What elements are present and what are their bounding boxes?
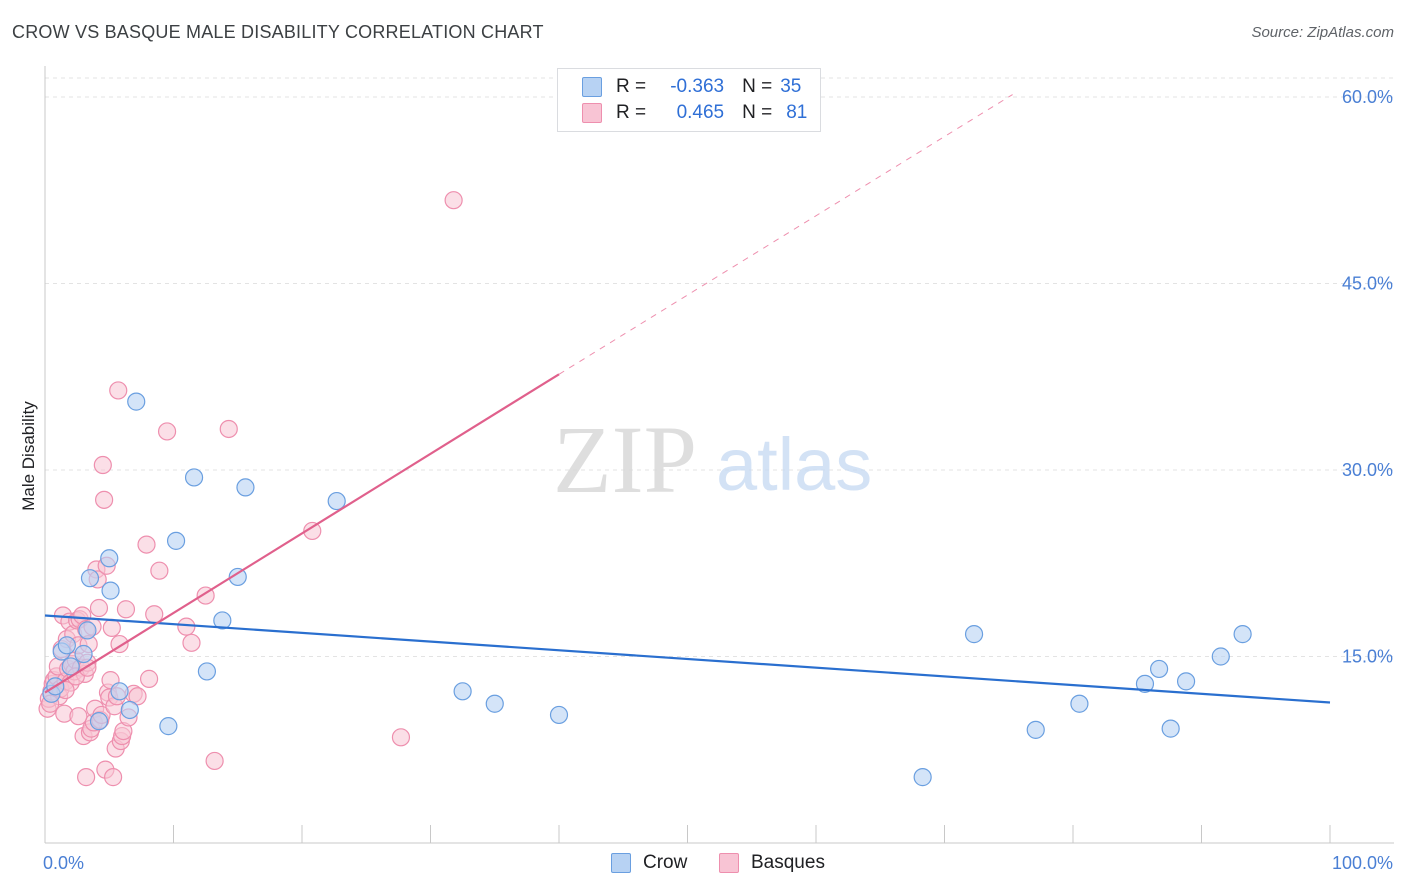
- crow-point-10: [159, 717, 178, 736]
- crow-point-28: [1176, 672, 1196, 691]
- basques-point-71: [219, 419, 238, 439]
- crow-point-6: [101, 581, 120, 600]
- crow-swatch: [582, 77, 602, 97]
- crow-point-30: [1233, 625, 1252, 644]
- bottom-legend-basques: Basques: [719, 852, 825, 874]
- axes: [44, 66, 1394, 844]
- crow-point-27: [1161, 719, 1180, 738]
- basques-n-label: N =: [742, 102, 773, 123]
- watermark-atlas: atlas: [716, 423, 872, 506]
- crow-point-13: [197, 662, 217, 681]
- crow-point-7: [110, 682, 129, 701]
- crow-point-1: [57, 636, 76, 655]
- basques-point-65: [150, 561, 169, 580]
- crow-point-3: [78, 621, 97, 640]
- crow-point-24: [1070, 694, 1089, 713]
- stats-legend: R = -0.363 N = 35 R = 0.465 N = 81: [557, 68, 821, 132]
- crow-r-value: -0.363: [670, 76, 725, 97]
- basques-point-80: [69, 707, 88, 726]
- crow-point-16: [236, 478, 255, 497]
- basques-r-value: 0.465: [676, 102, 725, 123]
- watermark-zip: ZIP: [553, 406, 697, 513]
- basques-point-38: [89, 598, 109, 618]
- crow-point-22: [964, 625, 984, 644]
- crow-point-17: [327, 491, 346, 511]
- watermark: ZIP atlas: [553, 406, 872, 513]
- crow-point-29: [1211, 647, 1230, 666]
- tick-labels: 15.0% 30.0% 45.0% 60.0% 0.0% 100.0%: [43, 87, 1393, 873]
- basques-point-62: [137, 535, 156, 554]
- basques-point-67: [177, 617, 196, 636]
- basques-point-70: [205, 751, 224, 771]
- basques-point-73: [391, 728, 411, 747]
- basques-point-63: [139, 669, 159, 688]
- x-tick-label-0: 0.0%: [43, 853, 84, 873]
- basques-point-68: [182, 633, 201, 652]
- y-tick-label-3: 60.0%: [1342, 87, 1393, 107]
- crow-point-5: [100, 549, 119, 568]
- x-tick-label-1: 100.0%: [1332, 853, 1393, 873]
- basques-point-79: [77, 768, 96, 787]
- crow-n-label: N =: [742, 76, 773, 97]
- basques-trend-line: [44, 373, 560, 694]
- y-tick-label-0: 15.0%: [1342, 647, 1393, 667]
- crow-point-11: [166, 531, 186, 550]
- basques-trend-extension: [558, 94, 1013, 375]
- basques-r-label: R =: [616, 102, 647, 123]
- basques-point-61: [128, 687, 147, 706]
- y-axis-label: Male Disability: [19, 401, 38, 511]
- crow-point-20: [549, 705, 569, 725]
- crow-point-25: [1135, 674, 1155, 693]
- basques-point-58: [116, 600, 136, 619]
- basques-swatch: [582, 103, 602, 123]
- crow-point-34: [61, 657, 80, 676]
- chart-title: CROW VS BASQUE MALE DISABILITY CORRELATI…: [12, 22, 544, 42]
- bottom-basques-swatch: [719, 853, 739, 873]
- bottom-crow-label: Crow: [643, 852, 688, 873]
- basques-point-42: [95, 490, 114, 509]
- legend-row-basques: R = 0.465 N = 81: [582, 101, 807, 125]
- crow-point-23: [1026, 720, 1045, 739]
- crow-point-2: [74, 644, 93, 664]
- crow-point-12: [184, 468, 204, 487]
- crow-point-8: [120, 700, 139, 720]
- crow-point-19: [485, 694, 504, 713]
- y-tick-label-2: 45.0%: [1342, 274, 1393, 294]
- source-label: Source: ZipAtlas.com: [1251, 24, 1394, 41]
- trend-lines: [44, 94, 1331, 704]
- legend-row-crow: R = -0.363 N = 35: [582, 75, 801, 99]
- basques-point-49: [104, 768, 123, 787]
- crow-r-label: R =: [616, 76, 647, 97]
- y-tick-label-1: 30.0%: [1342, 460, 1393, 480]
- basques-point-72: [303, 521, 322, 541]
- crow-point-18: [453, 682, 472, 701]
- series-crow: [42, 392, 1252, 787]
- crow-n-value: 35: [780, 76, 802, 97]
- crow-point-15: [228, 567, 247, 587]
- crow-point-26: [1149, 659, 1169, 679]
- basques-n-value: 81: [786, 102, 808, 123]
- basques-point-66: [157, 422, 177, 441]
- bottom-basques-label: Basques: [751, 852, 825, 873]
- basques-point-74: [444, 191, 463, 210]
- crow-point-33: [89, 712, 109, 731]
- crow-point-4: [80, 569, 100, 588]
- crow-point-14: [213, 611, 232, 630]
- basques-point-53: [109, 381, 128, 400]
- crow-trend-line: [44, 614, 1331, 704]
- crow-point-9: [127, 392, 146, 411]
- bottom-legend-crow: Crow: [611, 852, 687, 874]
- basques-point-48: [102, 618, 121, 638]
- basques-point-41: [93, 455, 112, 475]
- crow-point-21: [913, 768, 932, 787]
- grid-lines: [45, 77, 1394, 657]
- bottom-crow-swatch: [611, 853, 631, 873]
